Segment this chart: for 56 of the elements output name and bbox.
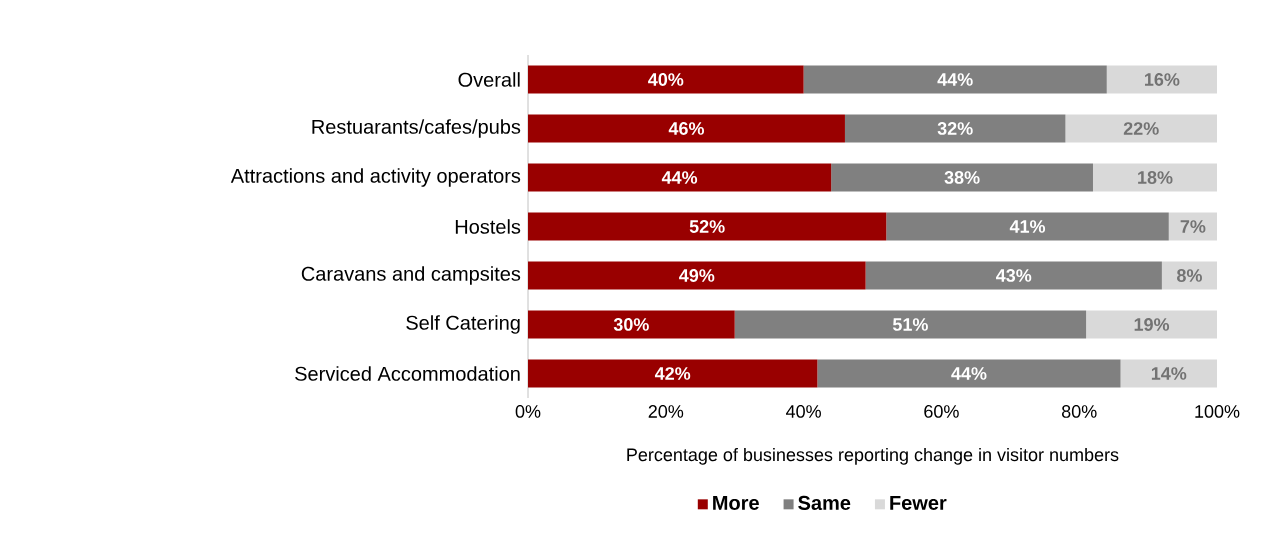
legend-label: Fewer (890, 495, 947, 510)
bar (1086, 310, 1218, 339)
y-tick-label: Hostels (455, 219, 521, 234)
y-tick-label: Overall (458, 72, 520, 87)
x-tick-label: 80% (1061, 405, 1097, 418)
data-label: 22% (1123, 122, 1159, 135)
x-tick-label: 60% (924, 405, 959, 418)
bar (528, 359, 818, 388)
bar (528, 114, 845, 143)
bar (528, 212, 887, 241)
data-label: 14% (1151, 367, 1187, 380)
bar (1092, 163, 1218, 192)
x-axis-title: Percentage of businesses reporting change in visitor numbers (627, 447, 1119, 465)
data-label: 30% (613, 318, 649, 331)
bar (817, 359, 1121, 388)
data-label: 19% (1134, 318, 1170, 331)
data-label: 18% (1138, 171, 1173, 184)
bar (1065, 114, 1218, 143)
data-label: 32% (937, 122, 973, 135)
x-tick-label: 100% (1195, 405, 1240, 418)
data-label: 44% (937, 73, 973, 86)
bar (831, 163, 1093, 192)
bar (528, 261, 866, 290)
data-label: 51% (892, 318, 928, 331)
bar (844, 114, 1066, 143)
data-label: 8% (1177, 269, 1202, 282)
bar (734, 310, 1087, 339)
legend-label: Same (798, 495, 851, 510)
bar (865, 261, 1162, 290)
bar (528, 163, 832, 192)
data-label: 43% (996, 269, 1032, 282)
data-label: 40% (648, 73, 684, 86)
bar (528, 65, 804, 94)
bar (886, 212, 1169, 241)
y-tick-label: Serviced Accommodation (295, 366, 520, 381)
y-tick-label: Attractions and activity operators (230, 168, 521, 187)
data-label: 7% (1180, 220, 1206, 233)
bar (528, 310, 735, 339)
data-label: 16% (1145, 73, 1180, 86)
bar (1106, 65, 1218, 94)
legend-label: More (713, 495, 759, 510)
x-tick-label: 0% (515, 405, 541, 418)
data-label: 52% (689, 220, 725, 233)
data-label: 41% (1009, 220, 1046, 233)
y-tick-label: Self Catering (406, 315, 520, 334)
x-tick-label: 40% (786, 405, 821, 418)
data-label: 46% (668, 122, 705, 135)
data-label: 49% (679, 269, 715, 282)
data-label: 42% (654, 367, 691, 380)
x-tick-label: 20% (648, 405, 684, 418)
y-tick-label: Caravans and campsites (301, 266, 521, 285)
data-label: 44% (951, 367, 987, 380)
y-tick-label: Restuarants/cafes/pubs (312, 119, 521, 138)
data-label: 44% (661, 171, 698, 184)
data-label: 38% (944, 171, 980, 184)
bar (803, 65, 1107, 94)
